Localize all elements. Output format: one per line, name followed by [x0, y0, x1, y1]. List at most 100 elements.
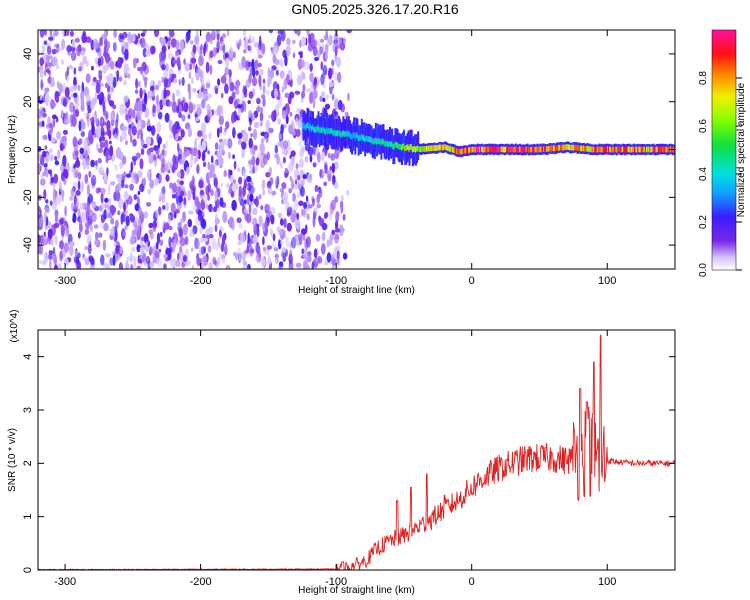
signal-core	[598, 146, 601, 153]
signal-core	[364, 136, 367, 143]
signal-core	[571, 144, 574, 151]
signal-core	[354, 134, 357, 141]
x-axis-label: Height of straight line (km)	[298, 285, 415, 296]
signal-core	[480, 146, 483, 153]
signal-halo	[351, 125, 354, 155]
signal-core	[585, 146, 588, 152]
signal-core	[597, 146, 600, 153]
signal-core	[457, 148, 460, 155]
x-tick-label: 100	[598, 576, 616, 588]
signal-core	[485, 146, 488, 153]
signal-core	[512, 146, 515, 153]
signal-core	[507, 146, 510, 153]
signal-core	[447, 145, 450, 152]
signal-core	[499, 146, 502, 153]
snr-frame	[37, 329, 676, 571]
signal-core	[365, 135, 368, 142]
signal-core	[664, 146, 667, 153]
signal-core	[460, 148, 463, 155]
signal-core	[643, 146, 646, 153]
signal-core	[488, 146, 491, 153]
signal-core	[316, 126, 319, 132]
signal-core	[548, 145, 551, 152]
signal-core	[615, 146, 618, 153]
signal-core	[562, 144, 565, 151]
figure-title: GN05.2025.326.17.20.R16	[291, 1, 459, 17]
signal-core	[502, 146, 505, 153]
y-axis-label: Frequency (Hz)	[7, 115, 18, 184]
x-tick-label: -200	[190, 576, 212, 588]
signal-core	[351, 134, 354, 140]
signal-core	[324, 128, 326, 134]
signal-core	[649, 146, 652, 153]
signal-core	[329, 128, 332, 135]
signal-core	[463, 147, 466, 154]
signal-core	[356, 132, 359, 139]
signal-core	[572, 144, 575, 151]
signal-core	[396, 142, 399, 148]
y-tick-label: 1	[22, 514, 34, 520]
signal-core	[629, 146, 632, 153]
snr-line	[38, 334, 675, 570]
signal-core	[373, 139, 376, 145]
y-tick-label: 40	[22, 48, 34, 60]
signal-core	[338, 129, 341, 136]
signal-core	[633, 146, 635, 153]
signal-core	[332, 130, 335, 136]
signal-core	[637, 146, 640, 153]
signal-core	[623, 146, 626, 153]
signal-core	[490, 146, 493, 153]
signal-core	[369, 136, 372, 143]
x-tick-label: 0	[469, 275, 475, 287]
signal-core	[534, 146, 537, 153]
signal-core	[308, 125, 311, 132]
signal-core	[374, 137, 377, 143]
signal-core	[659, 146, 661, 153]
signal-core	[444, 144, 447, 150]
signal-core	[577, 145, 580, 151]
signal-core	[647, 146, 650, 153]
signal-core	[474, 146, 477, 153]
signal-core	[564, 144, 567, 151]
signal-core	[424, 146, 427, 152]
signal-core	[461, 148, 464, 155]
signal-core	[563, 144, 566, 151]
signal-core	[515, 146, 518, 153]
signal-core	[622, 146, 625, 153]
signal-core	[561, 144, 564, 151]
signal-core	[433, 145, 436, 151]
signal-core	[599, 146, 602, 153]
signal-core	[484, 146, 487, 153]
x-tick-label: -100	[325, 576, 347, 588]
signal-core	[526, 146, 529, 153]
signal-core	[348, 132, 351, 138]
signal-core	[546, 146, 549, 152]
colorbar	[711, 29, 737, 271]
signal-core	[539, 146, 542, 153]
signal-core	[406, 144, 409, 151]
signal-core	[661, 146, 664, 153]
signal-core	[353, 131, 356, 138]
signal-core	[533, 146, 536, 153]
signal-core	[486, 146, 489, 153]
signal-core	[630, 146, 633, 153]
signal-core	[420, 146, 423, 153]
colorbar-tick-label: 0.0	[698, 263, 709, 277]
signal-core	[333, 129, 336, 136]
signal-core	[454, 147, 457, 154]
x-tick-label: 0	[469, 576, 475, 588]
signal-core	[378, 138, 381, 145]
signal-core	[466, 147, 468, 154]
signal-core	[450, 146, 453, 152]
signal-core	[620, 146, 622, 153]
signal-core	[344, 131, 347, 138]
signal-halo	[360, 118, 363, 148]
signal-halo	[315, 118, 318, 148]
signal-core	[639, 146, 642, 153]
signal-core	[601, 146, 604, 153]
signal-core	[314, 126, 317, 133]
signal-core	[347, 130, 350, 137]
signal-core	[429, 145, 432, 152]
signal-core	[650, 146, 653, 153]
signal-core	[445, 144, 448, 151]
